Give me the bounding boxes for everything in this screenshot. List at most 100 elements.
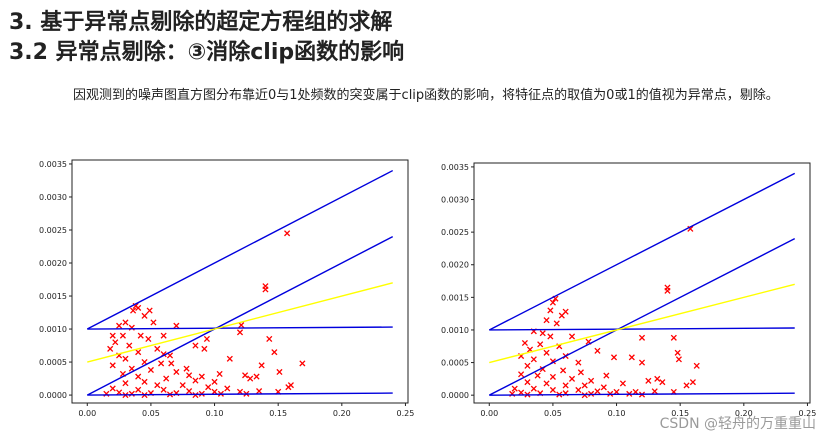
- section-heading: 3. 基于异常点剔除的超定方程组的求解: [9, 10, 393, 35]
- scatter-point: [575, 359, 582, 366]
- y-tick-label: 0.0010: [441, 326, 469, 335]
- scatter-point: [179, 382, 186, 389]
- scatter-point: [674, 349, 681, 356]
- x-tick-label: 0.20: [333, 409, 351, 418]
- scatter-point: [547, 333, 554, 340]
- scatter-point: [158, 360, 165, 367]
- scatter-point: [173, 368, 180, 376]
- scatter-point: [568, 375, 576, 382]
- y-tick-label: 0.0020: [39, 259, 67, 268]
- scatter-point: [141, 378, 148, 385]
- scatter-point: [537, 341, 544, 348]
- scatter-point: [224, 385, 231, 392]
- plot-frame: [473, 162, 811, 404]
- description-text-part2: 特征点的取值为0或1的值视为异常点，剔除。: [515, 88, 779, 103]
- scatter-point: [285, 384, 292, 391]
- scatter-point: [654, 375, 661, 382]
- y-tick-label: 0.0005: [39, 358, 67, 367]
- y-tick-label: 0.0035: [441, 163, 469, 172]
- scatter-point: [146, 307, 153, 314]
- scatter-point: [683, 382, 690, 389]
- scatter-point: [549, 386, 556, 394]
- scatter-point: [675, 356, 682, 363]
- x-tick-label: 0.25: [397, 409, 415, 418]
- scatter-point: [201, 345, 208, 352]
- scatter-point: [543, 349, 550, 356]
- y-tick-label: 0.0030: [441, 196, 469, 205]
- scatter-point: [524, 362, 531, 369]
- scatter-point: [160, 386, 167, 393]
- scatter-point: [530, 356, 537, 363]
- scatter-point: [112, 339, 119, 346]
- scatter-point: [610, 354, 618, 361]
- scatter-point: [116, 322, 123, 329]
- scatter-point: [198, 373, 205, 380]
- scatter-point: [109, 332, 116, 339]
- scatter-point: [560, 367, 567, 374]
- scatter-point: [664, 287, 671, 294]
- line-fit: [489, 283, 795, 364]
- scatter-point: [160, 332, 167, 339]
- scatter-point: [284, 230, 291, 237]
- scatter-point: [518, 371, 525, 378]
- scatter-point: [603, 372, 610, 379]
- subsection-heading: 3.2 异常点剔除：③消除clip函数的影响: [9, 40, 405, 65]
- scatter-point: [575, 386, 582, 394]
- line-middle: [86, 235, 394, 396]
- scatter-point: [203, 335, 210, 343]
- scatter-point: [130, 307, 137, 314]
- scatter-point: [247, 375, 254, 382]
- scatter-point: [135, 304, 142, 311]
- y-tick-label: 0.0010: [39, 325, 67, 334]
- scatter-point: [689, 379, 696, 386]
- scatter-point: [543, 380, 550, 387]
- scatter-point: [168, 360, 175, 367]
- line-baseline: [489, 392, 795, 396]
- scatter-point: [135, 373, 142, 380]
- scatter-point: [276, 368, 283, 376]
- scatter-point: [145, 335, 152, 343]
- line-baseline: [87, 392, 393, 396]
- x-tick-label: 0.15: [269, 409, 287, 418]
- description-paragraph: 因观测到的噪声图直方图分布靠近0与1处频数的突变属于clip函数的影响，将特征点…: [73, 87, 818, 105]
- scatter-point: [154, 345, 161, 352]
- scatter-point: [163, 375, 170, 382]
- y-tick-label: 0.0030: [39, 193, 67, 202]
- scatter-point: [619, 380, 626, 387]
- y-tick-label: 0.0005: [441, 359, 469, 368]
- scatter-point: [659, 379, 666, 386]
- scatter-point: [638, 359, 646, 366]
- line-horizontal-upper: [87, 326, 393, 330]
- scatter-point: [594, 388, 601, 395]
- scatter-point: [543, 317, 550, 324]
- scatter-point: [530, 385, 537, 392]
- scatter-point: [581, 382, 588, 389]
- scatter-point: [628, 354, 635, 361]
- scatter-point: [137, 332, 144, 339]
- y-tick-label: 0.0015: [39, 292, 67, 301]
- line-upper: [86, 169, 394, 330]
- scatter-point: [266, 335, 273, 343]
- x-tick-label: 0.00: [480, 409, 498, 418]
- scatter-point: [645, 377, 652, 384]
- scatter-point: [141, 312, 148, 319]
- scatter-point: [670, 334, 677, 341]
- scatter-point: [549, 373, 556, 380]
- scatter-point: [256, 388, 263, 395]
- scatter-point: [568, 333, 576, 340]
- scatter-point: [558, 312, 565, 319]
- y-tick-label: 0.0025: [39, 226, 67, 235]
- scatter-point: [186, 372, 193, 379]
- watermark: CSDN @轻舟的万重重山: [659, 416, 816, 432]
- y-tick-label: 0.0000: [441, 391, 469, 400]
- scatter-plot-right: 0.0000 0.0005 0.0010 0.0015 0.0020 0.0025 0.00…: [441, 162, 816, 418]
- plot-frame: [71, 159, 409, 404]
- x-tick-label: 0.10: [608, 409, 626, 418]
- scatter-point: [135, 386, 142, 393]
- scatter-plot-left: 0.0000 0.0005 0.0010 0.0015 0.0020 0.0025 0.00…: [39, 159, 415, 418]
- scatter-point: [122, 355, 129, 362]
- scatter-point: [253, 373, 260, 380]
- y-tick-label: 0.0015: [441, 293, 469, 302]
- scatter-point: [122, 380, 129, 387]
- scatter-point: [539, 330, 546, 337]
